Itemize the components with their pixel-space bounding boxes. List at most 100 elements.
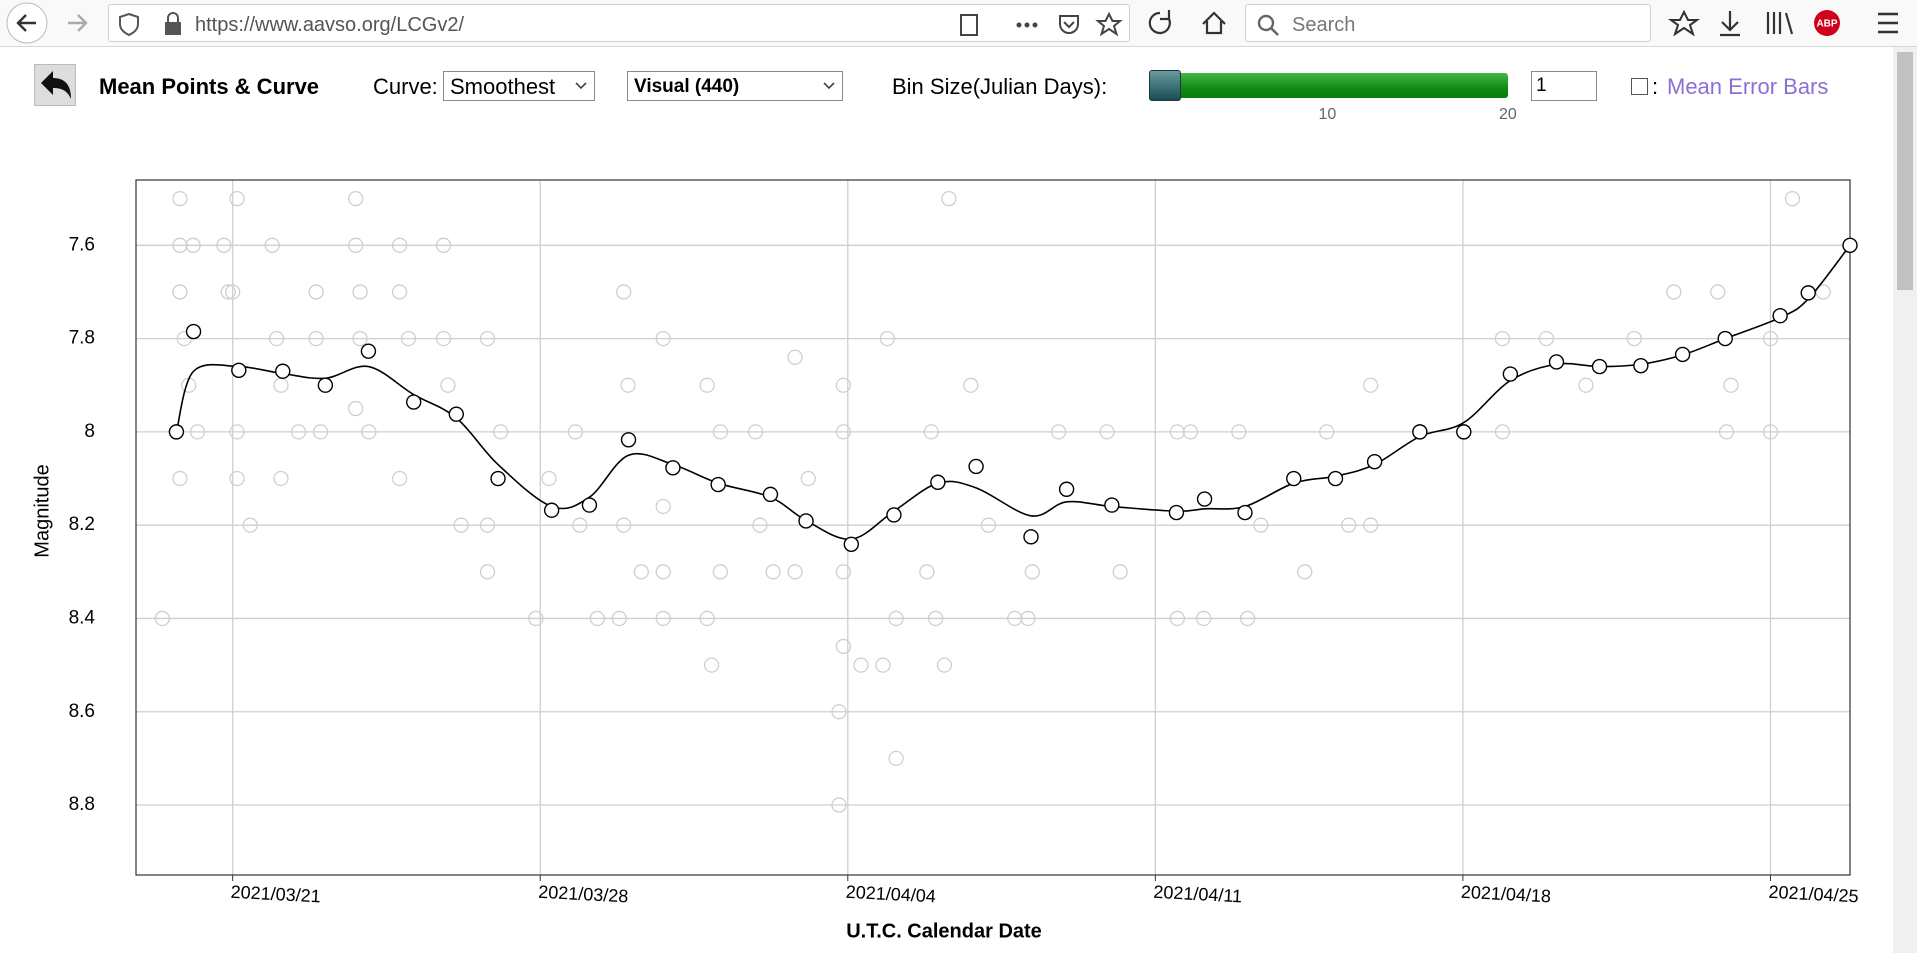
mean-point <box>317 377 334 393</box>
browser-icons: ABP <box>6 2 1898 44</box>
star-icon[interactable] <box>1095 11 1123 37</box>
observation-point <box>268 330 285 347</box>
mean-point <box>930 474 946 490</box>
mean-point <box>968 458 984 475</box>
bookmarks-button[interactable] <box>1667 9 1701 37</box>
forward-button[interactable] <box>68 14 88 32</box>
observation-point <box>1169 424 1185 440</box>
back-to-chart-button[interactable] <box>34 64 76 106</box>
observation-point <box>611 610 627 627</box>
lock-icon <box>165 22 181 35</box>
downloads-button[interactable] <box>1720 11 1740 37</box>
observation-point <box>616 517 632 533</box>
mean-point <box>405 394 422 410</box>
observation-point <box>352 330 368 347</box>
observation-point <box>312 424 329 440</box>
checkbox-label[interactable]: Mean Error Bars <box>1667 74 1829 99</box>
observation-point <box>1169 610 1185 627</box>
band-select[interactable]: Visual (440) <box>627 71 843 101</box>
band-option: Visual (440) <box>634 76 740 97</box>
home-button[interactable] <box>1202 11 1226 35</box>
x-axis-title: U.T.C. Calendar Date <box>846 920 1042 942</box>
shield-icon <box>119 12 139 37</box>
observation-point <box>1362 517 1379 533</box>
observation-point <box>923 424 939 440</box>
mean-point <box>665 460 681 476</box>
plot-frame <box>135 179 1851 876</box>
observation-point <box>1024 564 1040 580</box>
lock-shackle <box>167 12 179 22</box>
dropdown-arrow <box>823 82 835 90</box>
slider-tick-label: 10 <box>1318 106 1337 123</box>
observation-point <box>1196 610 1212 627</box>
tool-title: Mean Points & Curve <box>99 74 320 99</box>
mean-point <box>1717 330 1733 347</box>
bin-input-value: 1 <box>1536 75 1547 96</box>
bin-slider[interactable] <box>1149 73 1508 98</box>
observation-point <box>1239 610 1256 627</box>
observation-point <box>1578 377 1594 393</box>
back-arrow <box>16 14 36 32</box>
pocket-icon[interactable] <box>1059 15 1079 34</box>
observation-point <box>655 610 671 627</box>
observation-point <box>835 564 852 580</box>
error-bars-checkbox[interactable] <box>1631 78 1648 95</box>
y-axis-title: Magnitude <box>31 464 53 557</box>
observation-point <box>154 610 171 627</box>
y-tick-label: 7.6 <box>69 234 95 255</box>
url-text: https://www.aavso.org/LCGv2/ <box>195 14 465 36</box>
observation-point <box>787 564 803 580</box>
library-button[interactable] <box>1766 12 1794 35</box>
adblock-button[interactable] <box>1814 10 1840 36</box>
observation-point <box>589 610 605 627</box>
observation-point <box>765 564 781 580</box>
mean-point <box>1800 285 1816 301</box>
reload-button[interactable] <box>1148 10 1171 35</box>
observation-point <box>1494 424 1511 440</box>
url-bar[interactable]: https://www.aavso.org/LCGv2/ <box>108 4 1130 42</box>
observation-point <box>1112 564 1128 580</box>
mean-point <box>168 424 185 440</box>
reader-icon[interactable] <box>960 14 978 36</box>
observation-point <box>747 424 764 440</box>
observation-point <box>216 237 232 253</box>
more-icon[interactable] <box>1016 22 1038 28</box>
observation-point <box>435 330 452 347</box>
scrollbar-thumb[interactable] <box>1897 52 1913 290</box>
mean-point <box>1772 308 1788 324</box>
observation-point <box>391 237 408 253</box>
mean-point <box>1237 504 1253 521</box>
mean-point <box>710 476 726 493</box>
observation-point <box>703 657 720 673</box>
mean-point <box>762 486 779 503</box>
observation-point <box>290 424 307 440</box>
dropdown-arrow <box>575 82 587 90</box>
observation-point <box>1723 377 1739 393</box>
mean-point <box>1286 470 1302 487</box>
observation-point <box>479 564 496 580</box>
search-bar[interactable]: Search <box>1245 4 1651 42</box>
curve-option: Smoothest <box>450 74 556 99</box>
observation-point <box>1099 424 1115 440</box>
observation-point <box>712 424 729 440</box>
observation-point <box>242 517 258 533</box>
observation-point <box>980 517 997 533</box>
observation-point <box>352 284 368 300</box>
observation-point <box>1784 191 1801 207</box>
slider-thumb[interactable] <box>1149 70 1181 101</box>
menu-button[interactable] <box>1878 12 1898 34</box>
observation-point <box>699 610 715 627</box>
observation-point <box>1718 424 1735 440</box>
observation-point <box>172 237 188 253</box>
observation-point <box>225 284 241 300</box>
curve-select[interactable]: Smoothest <box>443 71 595 101</box>
bin-input[interactable]: 1 <box>1531 71 1597 101</box>
observation-point <box>220 284 236 300</box>
curve-label: Curve: <box>373 74 438 99</box>
checkbox-separator: : <box>1652 74 1659 99</box>
observation-point <box>361 424 377 440</box>
observation-point <box>620 377 636 393</box>
observation-point <box>189 424 206 440</box>
observation-point <box>541 470 557 487</box>
plot-area <box>136 180 1850 875</box>
